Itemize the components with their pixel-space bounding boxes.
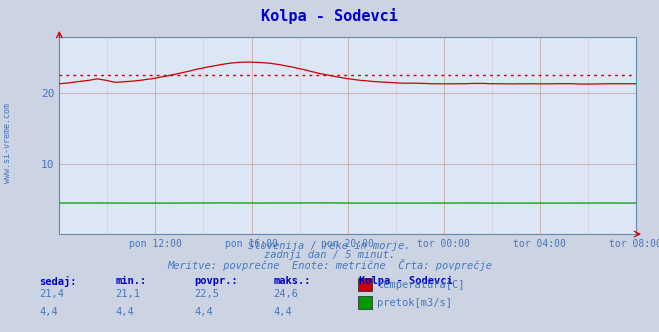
Text: 21,1: 21,1 — [115, 289, 140, 299]
Text: 4,4: 4,4 — [194, 307, 213, 317]
Text: temperatura[C]: temperatura[C] — [377, 280, 465, 290]
Text: 4,4: 4,4 — [40, 307, 58, 317]
Text: povpr.:: povpr.: — [194, 276, 238, 286]
Text: 4,4: 4,4 — [115, 307, 134, 317]
Text: Kolpa - Sodevci: Kolpa - Sodevci — [359, 276, 453, 286]
Text: 4,4: 4,4 — [273, 307, 292, 317]
Text: pretok[m3/s]: pretok[m3/s] — [377, 298, 452, 308]
Text: min.:: min.: — [115, 276, 146, 286]
Text: sedaj:: sedaj: — [40, 276, 77, 287]
Text: Kolpa - Sodevci: Kolpa - Sodevci — [261, 8, 398, 24]
Text: Slovenija / reke in morje.: Slovenija / reke in morje. — [248, 241, 411, 251]
Text: maks.:: maks.: — [273, 276, 311, 286]
Text: 24,6: 24,6 — [273, 289, 299, 299]
Text: Meritve: povprečne  Enote: metrične  Črta: povprečje: Meritve: povprečne Enote: metrične Črta:… — [167, 259, 492, 271]
Text: zadnji dan / 5 minut.: zadnji dan / 5 minut. — [264, 250, 395, 260]
Text: www.si-vreme.com: www.si-vreme.com — [3, 103, 13, 183]
Text: 22,5: 22,5 — [194, 289, 219, 299]
Text: 21,4: 21,4 — [40, 289, 65, 299]
